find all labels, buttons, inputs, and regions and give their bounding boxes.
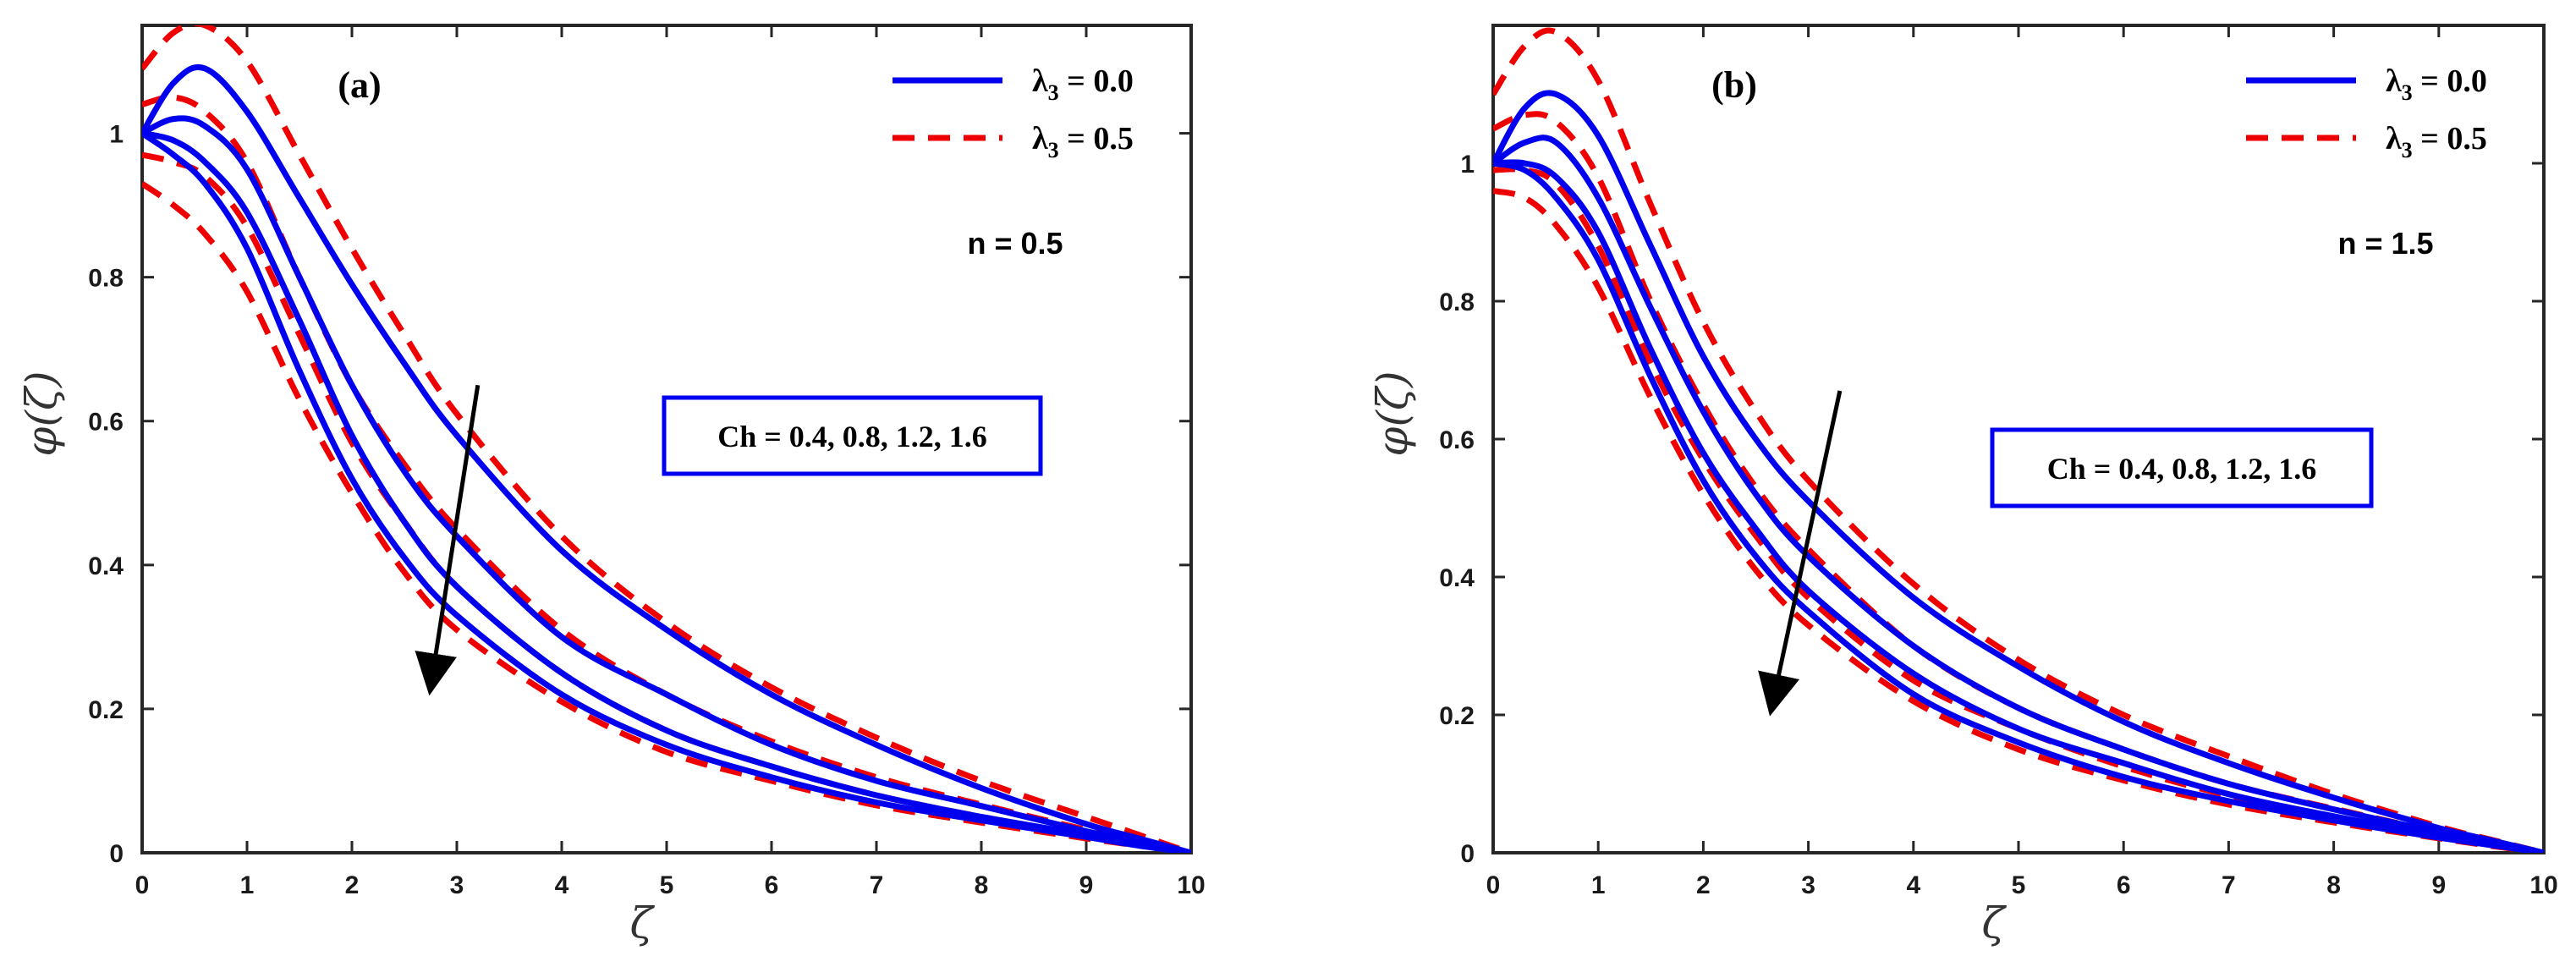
x-tick-label: 5 xyxy=(660,871,674,899)
panel-b: 0 1 2 3 4 5 6 7 8 9 10 0 0.2 0.4 0.6 0.8 1 ζ φ(ζ) (b) λ3 = 0… xyxy=(1368,24,2558,948)
x-tick-label: 0 xyxy=(1486,871,1501,899)
x-tick-label: 9 xyxy=(2431,871,2446,899)
series-line xyxy=(1493,90,2544,853)
x-tick-label: 4 xyxy=(1906,871,1920,899)
y-tick-label: 0.4 xyxy=(88,552,124,580)
panel-label: (b) xyxy=(1711,64,1757,106)
x-tick-label: 6 xyxy=(2117,871,2131,899)
annotation-text: Ch = 0.4, 0.8, 1.2, 1.6 xyxy=(2047,452,2317,486)
legend-label: λ3 = 0.5 xyxy=(1032,121,1134,162)
x-tick-label: 0 xyxy=(135,871,150,899)
x-tick-label: 7 xyxy=(870,871,884,899)
annotation-text: Ch = 0.4, 0.8, 1.2, 1.6 xyxy=(717,420,987,453)
x-tick-label: 10 xyxy=(2529,871,2557,899)
parameter-text: n = 0.5 xyxy=(967,226,1063,261)
series-line xyxy=(142,64,1191,853)
x-tick-label: 5 xyxy=(2012,871,2026,899)
x-axis-title: ζ xyxy=(1981,898,2007,948)
y-axis-title: φ(ζ) xyxy=(17,371,66,456)
series-line xyxy=(142,25,1191,853)
series-group xyxy=(1493,27,2544,853)
series-line xyxy=(1493,135,2544,853)
panel-a: 0 1 2 3 4 5 6 7 8 9 10 0 0.2 0.4 0.6 0.8 1 ζ φ(ζ) (a) λ3 = 0… xyxy=(17,24,1206,948)
parameter-text: n = 1.5 xyxy=(2337,226,2433,261)
series-line xyxy=(142,181,1191,853)
series-line xyxy=(1493,159,2544,853)
x-tick-label: 2 xyxy=(1696,871,1711,899)
x-tick-label: 4 xyxy=(555,871,569,899)
y-tick-label: 0.4 xyxy=(1439,564,1475,592)
y-tick-label: 0 xyxy=(1460,840,1475,868)
x-tick-label: 3 xyxy=(1801,871,1815,899)
x-tick-label: 9 xyxy=(1079,871,1094,899)
panel-label: (a) xyxy=(338,64,381,106)
y-tick-label: 0.6 xyxy=(88,409,124,437)
x-tick-label: 3 xyxy=(450,871,464,899)
y-tick-label: 1 xyxy=(109,121,124,149)
series-line xyxy=(142,130,1191,853)
annotation-box xyxy=(1990,427,2374,508)
x-tick-label: 6 xyxy=(765,871,779,899)
y-tick-label: 1 xyxy=(1460,151,1475,179)
series-line xyxy=(142,115,1191,853)
legend-label: λ3 = 0.0 xyxy=(1032,63,1134,105)
series-group xyxy=(142,25,1191,853)
annotation-box xyxy=(662,395,1043,476)
x-tick-label: 8 xyxy=(975,871,989,899)
trend-arrow xyxy=(415,384,481,696)
y-tick-label: 0.6 xyxy=(1439,426,1475,454)
legend-label: λ3 = 0.5 xyxy=(2386,121,2487,162)
x-tick-label: 2 xyxy=(345,871,360,899)
x-axis-title: ζ xyxy=(629,898,655,948)
x-tick-label: 1 xyxy=(240,871,255,899)
trend-arrow xyxy=(1758,390,1843,717)
x-tick-label: 1 xyxy=(1591,871,1606,899)
legend-label: λ3 = 0.0 xyxy=(2386,63,2487,105)
x-tick-label: 10 xyxy=(1177,871,1205,899)
y-axis-title: φ(ζ) xyxy=(1368,371,1417,456)
x-tick-label: 7 xyxy=(2222,871,2236,899)
y-tick-label: 0 xyxy=(109,840,124,868)
series-line xyxy=(1493,160,2544,853)
y-tick-label: 0.8 xyxy=(88,265,124,293)
series-line xyxy=(142,130,1191,853)
x-tick-label: 8 xyxy=(2326,871,2341,899)
series-line xyxy=(1493,188,2544,853)
y-tick-label: 0.2 xyxy=(1439,702,1475,730)
y-tick-label: 0.8 xyxy=(1439,288,1475,316)
y-tick-label: 0.2 xyxy=(88,696,124,724)
